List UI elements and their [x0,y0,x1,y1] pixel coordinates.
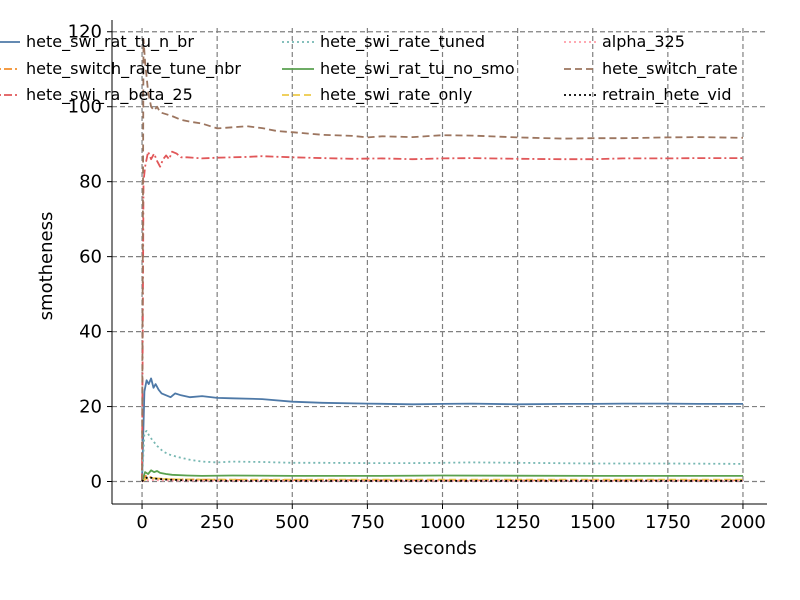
x-tick-label: 750 [350,512,384,533]
legend: hete_swi_rat_tu_n_br hete_switch_rate_tun… [0,32,738,105]
legend-entry: retrain_hete_vid [564,85,731,105]
y-tick-label: 40 [79,322,102,343]
y-tick-label: 60 [79,247,102,268]
y-tick-label: 80 [79,172,102,193]
series-line-hete_swi_rat_tu_no_smo [141,469,743,482]
legend-label: hete_swi_rate_tuned [320,32,485,52]
legend-label: hete_swi_rat_tu_n_br [26,32,194,52]
x-tick-label: 1250 [495,512,541,533]
legend-label: hete_swi_rate_only [320,85,472,105]
legend-label: hete_switch_rate [602,59,738,79]
legend-label: hete_swi_rat_tu_no_smo [320,59,515,79]
legend-entry: hete_swi_rat_tu_no_smo [282,59,515,79]
legend-entry: hete_switch_rate_tune_nbr [0,59,241,79]
series-line-hete_swi_rate_tuned [141,429,744,482]
x-tick-label: 500 [275,512,309,533]
series-line-hete_swi_ra_beta_25 [141,150,743,482]
x-tick-label: 0 [136,512,147,533]
legend-entry: hete_swi_ra_beta_25 [0,85,193,105]
x-tick-label: 2000 [720,512,766,533]
y-tick-label: 100 [68,97,102,118]
y-tick-label: 0 [91,472,102,493]
legend-label: hete_switch_rate_tune_nbr [26,59,241,79]
x-axis-label: seconds [403,538,477,559]
series-line-hete_swi_rat_tu_n_br [141,377,743,482]
legend-entry: hete_switch_rate [564,59,738,79]
x-tick-label: 1500 [570,512,616,533]
y-tick-label: 120 [68,22,102,43]
series-line-hete_switch_rate [141,38,744,482]
x-tick-label: 1000 [420,512,466,533]
legend-entry: hete_swi_rate_only [282,85,472,105]
series-line-retrain_hete_vid [141,476,743,483]
legend-label: hete_swi_ra_beta_25 [26,85,193,105]
legend-entry: alpha_325 [564,32,685,52]
y-axis-label: smotheness [36,212,57,321]
axes [111,20,767,505]
series-line-hete_swi_rate_only [141,477,743,483]
legend-label: retrain_hete_vid [602,85,731,105]
series-lines [141,38,744,483]
y-tick-label: 20 [79,397,102,418]
legend-entry: hete_swi_rate_tuned [282,32,485,52]
x-tick-label: 250 [200,512,234,533]
legend-entry: hete_swi_rat_tu_n_br [0,32,194,52]
x-tick-label: 1750 [645,512,691,533]
tick-labels: 0 250 500 750 1000 1250 1500 1750 2000 0 20 40 60 80 1… [68,22,766,533]
legend-label: alpha_325 [602,32,685,52]
